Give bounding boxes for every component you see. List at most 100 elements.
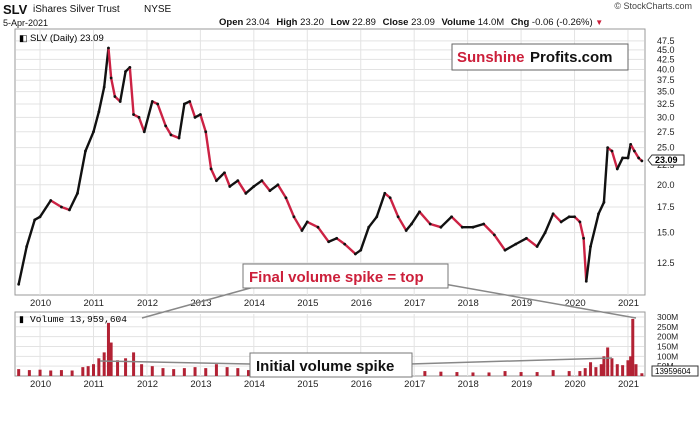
volume-year-label: 2014	[244, 379, 265, 390]
volume-year-label: 2016	[351, 379, 372, 390]
volume-bar	[535, 372, 539, 376]
price-point	[551, 212, 555, 216]
chart-date: 5-Apr-2021	[3, 18, 49, 28]
volume-year-label: 2017	[404, 379, 425, 390]
volume-bar	[172, 369, 176, 376]
price-segment	[551, 212, 563, 224]
price-segment	[578, 220, 585, 240]
volume-bar	[589, 362, 593, 376]
volume-bar	[621, 365, 625, 376]
close-label: Close	[382, 17, 409, 28]
current-price-value: 23.09	[655, 155, 678, 165]
price-segment	[199, 113, 207, 134]
price-point	[182, 102, 186, 106]
price-point	[97, 110, 101, 114]
volume-bar	[214, 364, 218, 376]
volume-bar	[602, 356, 606, 376]
price-point	[410, 222, 413, 226]
low-label: Low	[330, 17, 350, 28]
price-point	[514, 242, 518, 246]
price-point	[396, 215, 400, 219]
price-segment	[102, 46, 110, 89]
price-point	[188, 100, 192, 103]
price-tick-label: 32.5	[657, 99, 675, 109]
price-segment	[156, 102, 167, 128]
price-tick-label: 17.5	[657, 202, 675, 212]
volume-bar	[634, 364, 638, 376]
price-point	[471, 225, 475, 229]
price-segment	[17, 245, 28, 286]
price-point	[439, 225, 443, 229]
price-point	[209, 167, 213, 171]
price-segment	[284, 196, 296, 218]
ohlc-stats: Open 23.04 High 23.20 Low 22.89 Close 23…	[219, 17, 603, 28]
change-label: Chg	[510, 17, 530, 28]
price-segment	[97, 85, 106, 114]
price-point	[578, 220, 582, 224]
price-point	[252, 185, 256, 188]
price-point	[460, 225, 464, 229]
price-tick-label: 12.5	[657, 258, 675, 268]
price-panel	[14, 28, 646, 296]
price-segment	[396, 215, 408, 232]
price-point	[68, 208, 71, 212]
price-point	[284, 196, 288, 200]
price-point	[597, 212, 600, 216]
price-segment	[597, 201, 606, 215]
price-point	[276, 183, 280, 187]
price-segment	[429, 222, 443, 229]
price-point	[367, 225, 371, 229]
price-tick-label: 15.0	[657, 228, 675, 238]
price-point	[228, 185, 232, 188]
price-point	[76, 191, 79, 195]
price-point	[164, 124, 168, 128]
price-segment	[49, 199, 63, 209]
price-point	[305, 220, 309, 224]
volume-bar	[439, 371, 443, 376]
price-year-label: 2014	[244, 298, 265, 309]
price-segment	[535, 231, 547, 248]
price-point	[589, 245, 592, 248]
price-segment	[84, 130, 95, 153]
price-point	[359, 248, 363, 252]
price-year-label: 2021	[618, 298, 639, 309]
price-tick-label: 20.0	[657, 180, 675, 190]
volume-bar	[599, 364, 603, 376]
price-point	[327, 240, 331, 244]
price-point	[353, 252, 357, 256]
price-point	[102, 85, 106, 89]
volume-bar	[102, 352, 106, 376]
price-segment	[626, 143, 632, 160]
price-point	[621, 156, 625, 160]
price-segment	[228, 179, 240, 188]
price-segment	[585, 245, 592, 283]
volume-year-label: 2011	[83, 379, 103, 390]
price-point	[17, 282, 21, 286]
volume-bar	[161, 368, 165, 376]
price-point	[418, 210, 421, 214]
price-point	[610, 149, 614, 153]
price-point	[640, 159, 644, 163]
price-point	[142, 130, 146, 134]
price-tick-label: 47.5	[657, 36, 675, 46]
price-point	[292, 215, 296, 219]
price-point	[236, 179, 240, 183]
price-segment	[109, 76, 117, 98]
price-segment	[582, 237, 588, 283]
volume-bar	[567, 371, 571, 376]
price-year-label: 2012	[137, 298, 158, 309]
price-tick-label: 30.0	[657, 112, 675, 122]
price-segment	[252, 179, 264, 188]
price-point	[482, 222, 486, 226]
price-point	[535, 245, 539, 248]
price-point	[428, 222, 432, 226]
top-callout-line-right	[443, 283, 637, 319]
price-segment	[559, 215, 571, 224]
volume-bar	[27, 370, 31, 376]
price-tick-label: 45.0	[657, 45, 675, 55]
volume-bar	[626, 360, 630, 376]
price-segment	[204, 130, 213, 171]
price-point	[204, 130, 208, 134]
volume-bar	[140, 364, 144, 376]
